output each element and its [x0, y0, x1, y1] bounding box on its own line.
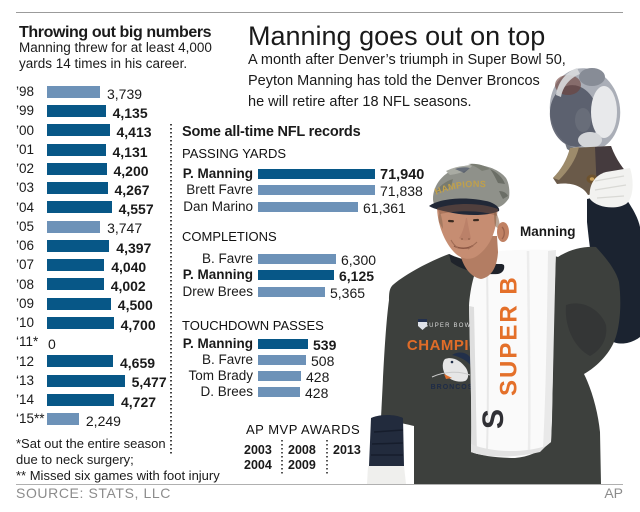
svg-text:S: S: [477, 409, 510, 429]
svg-text:BRONCOS: BRONCOS: [431, 384, 474, 391]
svg-text:SUPER B: SUPER B: [496, 275, 523, 396]
svg-text:SUPER BOWL: SUPER BOWL: [424, 323, 476, 329]
